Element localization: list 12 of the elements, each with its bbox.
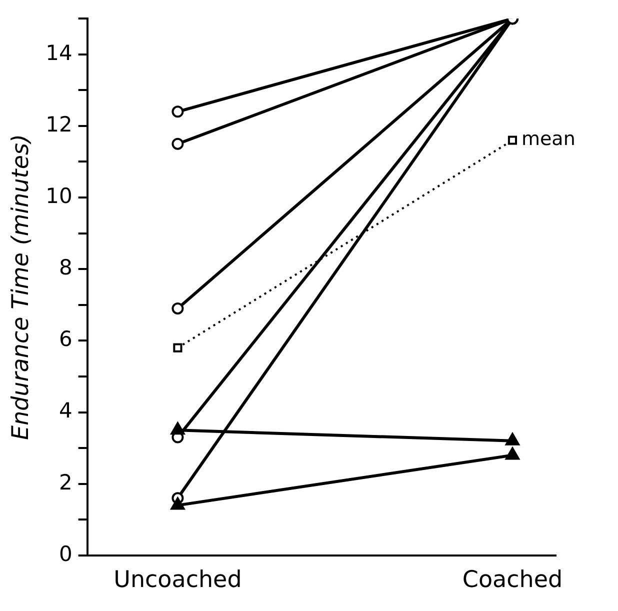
x-tick-label: Uncoached: [114, 567, 242, 594]
y-axis-title: Endurance Time (minutes): [8, 134, 34, 440]
y-tick-label: 4: [58, 398, 72, 423]
y-tick-label: 0: [58, 542, 72, 566]
y-tick-label: 8: [58, 256, 72, 280]
y-tick-label: 14: [46, 40, 72, 65]
y-tick-label: 10: [46, 184, 72, 208]
y-tick-label: 12: [46, 112, 72, 136]
y-tick-label: 6: [58, 327, 72, 352]
y-tick-label: 2: [58, 470, 72, 494]
series-label: mean: [521, 128, 576, 150]
x-tick-label: Coached: [462, 567, 563, 594]
